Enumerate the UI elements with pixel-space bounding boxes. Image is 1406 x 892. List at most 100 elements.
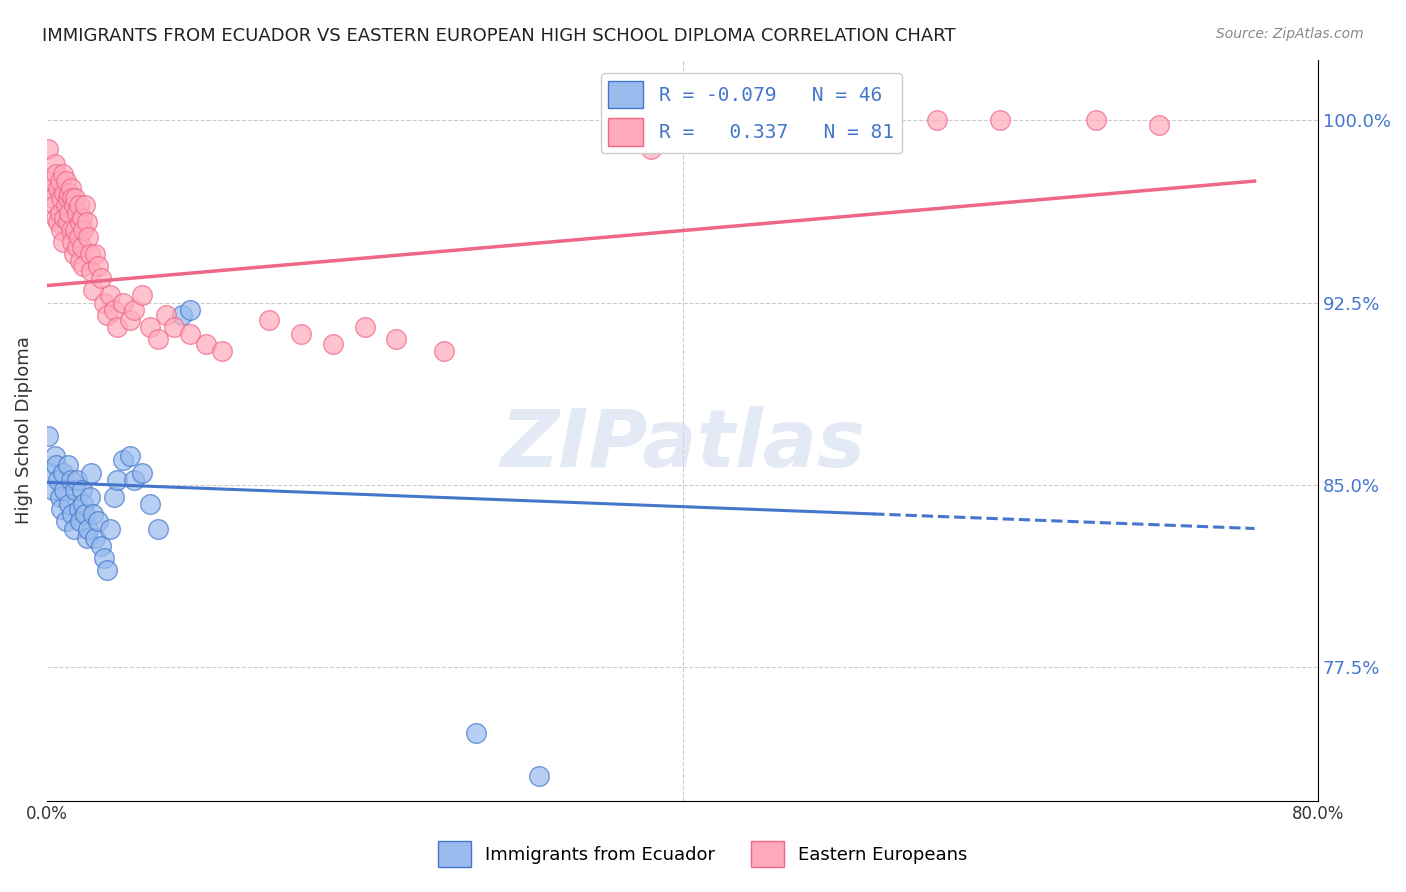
- Point: [58, 205, 80, 219]
- Point: [48, 490, 70, 504]
- Point: [51, 191, 73, 205]
- Point: [69, 514, 91, 528]
- Point: [70, 240, 93, 254]
- Point: [105, 473, 128, 487]
- Point: [37, 429, 59, 443]
- Point: [211, 344, 233, 359]
- Point: [63, 198, 86, 212]
- Text: Source: ZipAtlas.com: Source: ZipAtlas.com: [1216, 27, 1364, 41]
- Point: [259, 312, 281, 326]
- Point: [46, 181, 69, 195]
- Point: [862, 118, 884, 132]
- Point: [42, 191, 65, 205]
- Point: [139, 319, 162, 334]
- Point: [56, 191, 79, 205]
- Point: [703, 133, 725, 147]
- Point: [93, 295, 115, 310]
- Point: [118, 312, 141, 326]
- Point: [56, 215, 79, 229]
- Point: [87, 514, 110, 528]
- Point: [988, 113, 1011, 128]
- Point: [124, 473, 146, 487]
- Point: [58, 186, 80, 201]
- Point: [146, 332, 169, 346]
- Point: [59, 181, 82, 195]
- Point: [80, 264, 103, 278]
- Point: [77, 230, 100, 244]
- Point: [93, 550, 115, 565]
- Y-axis label: High School Diploma: High School Diploma: [15, 336, 32, 524]
- Point: [67, 230, 90, 244]
- Point: [42, 483, 65, 497]
- Point: [131, 288, 153, 302]
- Point: [105, 319, 128, 334]
- Point: [51, 222, 73, 236]
- Point: [112, 453, 135, 467]
- Point: [39, 466, 62, 480]
- Point: [55, 514, 77, 528]
- Point: [131, 466, 153, 480]
- Point: [103, 490, 125, 504]
- Point: [77, 521, 100, 535]
- Point: [65, 191, 87, 205]
- Legend: R = -0.079   N = 46, R =   0.337   N = 81: R = -0.079 N = 46, R = 0.337 N = 81: [600, 73, 901, 153]
- Point: [766, 126, 789, 140]
- Point: [322, 336, 344, 351]
- Point: [179, 327, 201, 342]
- Point: [45, 167, 67, 181]
- Point: [96, 308, 118, 322]
- Point: [46, 473, 69, 487]
- Point: [45, 458, 67, 473]
- Point: [73, 507, 96, 521]
- Point: [58, 497, 80, 511]
- Point: [925, 113, 948, 128]
- Text: ZIPatlas: ZIPatlas: [501, 406, 865, 484]
- Point: [63, 247, 86, 261]
- Point: [60, 507, 83, 521]
- Point: [45, 211, 67, 225]
- Legend: Immigrants from Ecuador, Eastern Europeans: Immigrants from Ecuador, Eastern Europea…: [432, 834, 974, 874]
- Point: [76, 531, 98, 545]
- Text: IMMIGRANTS FROM ECUADOR VS EASTERN EUROPEAN HIGH SCHOOL DIPLOMA CORRELATION CHAR: IMMIGRANTS FROM ECUADOR VS EASTERN EUROP…: [42, 27, 956, 45]
- Point: [65, 222, 87, 236]
- Point: [60, 191, 83, 205]
- Point: [39, 181, 62, 195]
- Point: [44, 198, 66, 212]
- Point: [70, 211, 93, 225]
- Point: [53, 211, 76, 225]
- Point: [385, 332, 408, 346]
- Point: [66, 473, 89, 487]
- Point: [103, 302, 125, 317]
- Point: [53, 483, 76, 497]
- Point: [112, 295, 135, 310]
- Point: [82, 507, 104, 521]
- Point: [79, 490, 101, 504]
- Point: [69, 215, 91, 229]
- Point: [55, 198, 77, 212]
- Point: [118, 449, 141, 463]
- Point: [72, 497, 94, 511]
- Point: [44, 157, 66, 171]
- Point: [170, 308, 193, 322]
- Point: [194, 336, 217, 351]
- Point: [90, 539, 112, 553]
- Point: [83, 247, 105, 261]
- Point: [55, 174, 77, 188]
- Point: [70, 483, 93, 497]
- Point: [83, 531, 105, 545]
- Point: [59, 222, 82, 236]
- Point: [100, 288, 122, 302]
- Point: [353, 319, 375, 334]
- Point: [73, 198, 96, 212]
- Point: [124, 302, 146, 317]
- Point: [66, 205, 89, 219]
- Point: [155, 308, 177, 322]
- Point: [80, 466, 103, 480]
- Point: [79, 247, 101, 261]
- Point: [59, 473, 82, 487]
- Point: [60, 235, 83, 249]
- Point: [53, 186, 76, 201]
- Point: [163, 319, 186, 334]
- Point: [46, 215, 69, 229]
- Point: [290, 327, 312, 342]
